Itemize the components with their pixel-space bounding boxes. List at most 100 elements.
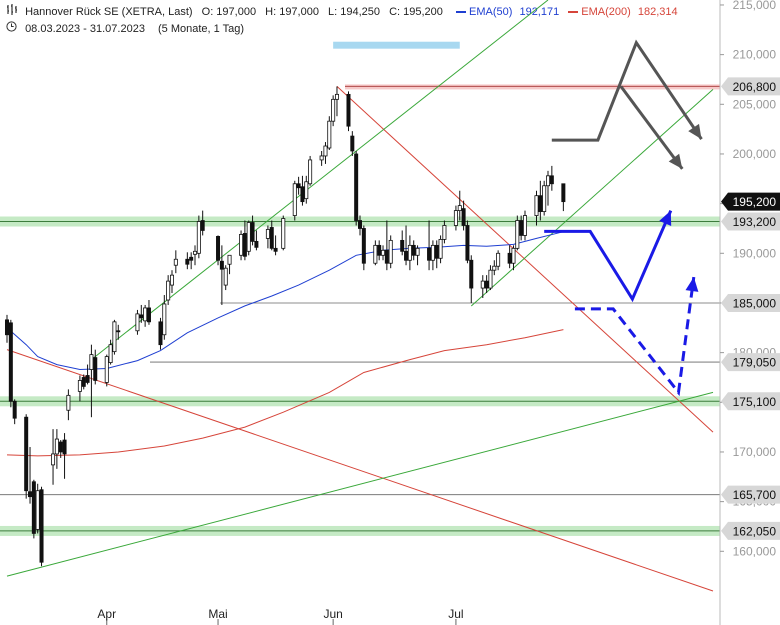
open-value: O: 197,000	[201, 6, 257, 18]
trendline	[6, 391, 714, 577]
x-tick-label: Mai	[208, 607, 227, 621]
candle-body	[54, 438, 59, 455]
ema200-line	[6, 329, 564, 457]
candle-body	[373, 244, 378, 264]
level-price-label: 206,800	[733, 80, 777, 94]
level-price-label: 175,100	[733, 395, 777, 409]
candle-body	[223, 267, 228, 286]
projection-arrowhead	[688, 123, 702, 140]
y-tick-label: 210,000	[733, 48, 777, 62]
candle-body	[461, 208, 466, 226]
candle-body	[492, 265, 497, 271]
candle-body	[81, 377, 86, 387]
close-value: C: 195,200	[389, 6, 443, 18]
y-tick-label: 205,000	[733, 97, 777, 111]
ema50-line	[6, 231, 564, 371]
candle-body	[304, 181, 309, 200]
projection-path	[619, 85, 684, 170]
candle-body	[300, 186, 305, 203]
candle-body	[442, 225, 447, 240]
projection-path	[551, 39, 703, 142]
candle-body	[143, 307, 148, 322]
candle-body	[269, 227, 274, 249]
candle-body	[469, 259, 474, 289]
candle-body	[488, 269, 493, 289]
candle-body	[381, 249, 386, 256]
trendline	[336, 86, 714, 433]
candle-body	[434, 244, 439, 259]
candle-body	[146, 307, 151, 323]
level-price-label: 179,050	[733, 356, 777, 370]
candle-body	[346, 93, 351, 127]
candle-body	[319, 155, 324, 161]
candle-body	[265, 229, 270, 239]
candle-body	[404, 250, 409, 261]
candle-body	[465, 225, 470, 261]
candle-body	[496, 252, 501, 267]
level-price-tag	[721, 353, 780, 372]
level-price-tag	[721, 293, 780, 312]
candle-body	[51, 453, 56, 466]
x-tick-label: Jun	[323, 607, 342, 621]
ema200-legend: EMA(200) 182,314	[568, 6, 678, 18]
candle-body	[77, 380, 82, 392]
candle-body	[35, 490, 40, 530]
candle-body	[139, 314, 144, 319]
y-tick-label: 170,000	[733, 445, 777, 459]
candle-body	[254, 240, 259, 248]
chart-header-line-1: Hannover Rück SE (XETRA, Last) O: 197,00…	[6, 4, 684, 18]
candle-body	[196, 221, 201, 254]
x-tick-label: Apr	[97, 607, 116, 621]
candle-body	[24, 416, 29, 492]
projection-path	[574, 276, 696, 397]
y-tick-label: 215,000	[733, 0, 777, 12]
candle-body	[453, 210, 458, 226]
level-price-label: 193,200	[733, 215, 777, 229]
candle-body	[239, 234, 244, 256]
candle-body	[216, 236, 221, 261]
candle-body	[112, 321, 117, 353]
y-tick-label: 160,000	[733, 544, 777, 558]
candle-body	[169, 274, 174, 286]
candle-body	[66, 394, 71, 411]
candle-body	[538, 195, 543, 212]
candle-body	[480, 280, 485, 289]
high-value: H: 197,000	[265, 6, 319, 18]
period-range: 08.03.2023 - 31.07.2023	[25, 23, 145, 35]
x-tick-label: Jul	[448, 607, 463, 621]
candle-body	[438, 238, 443, 259]
candle-body	[104, 356, 109, 383]
level-price-tag	[721, 392, 780, 411]
clock-icon	[6, 21, 18, 35]
level-price-tag	[721, 485, 780, 504]
candle-body	[281, 218, 286, 249]
level-price-label: 165,700	[733, 488, 777, 502]
chart-header-line-2: 08.03.2023 - 31.07.2023 (5 Monate, 1 Tag…	[6, 21, 250, 35]
candle-body	[185, 258, 190, 265]
candle-body	[28, 491, 33, 498]
level-price-tag	[721, 77, 780, 96]
candle-body	[411, 244, 416, 256]
candle-body	[219, 260, 224, 270]
candle-body	[361, 228, 366, 264]
candle-body	[242, 233, 247, 257]
candle-body	[108, 344, 113, 363]
candle-body	[354, 153, 359, 221]
last-price-tag	[721, 192, 780, 211]
candle-body	[292, 183, 297, 216]
candle-body	[511, 247, 516, 264]
y-tick-label: 200,000	[733, 147, 777, 161]
candle-body	[250, 222, 255, 242]
candle-body	[135, 313, 140, 332]
candle-body	[415, 247, 420, 256]
candle-body	[542, 185, 547, 212]
last-price-label: 195,200	[733, 195, 777, 209]
candle-body	[8, 322, 13, 402]
highlight-box	[333, 41, 460, 49]
candle-body	[162, 303, 167, 336]
candle-body	[193, 250, 198, 255]
trendline	[91, 0, 549, 360]
candle-body	[388, 239, 393, 264]
candle-body	[515, 220, 520, 249]
candle-body	[519, 220, 524, 236]
